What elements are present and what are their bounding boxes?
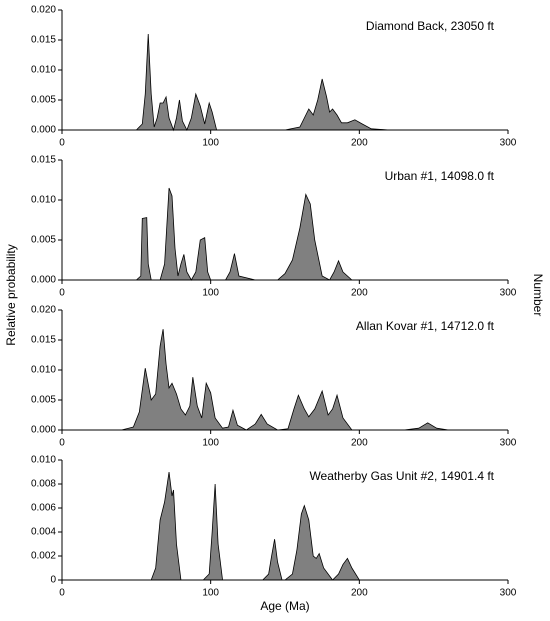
y-tick-label: 0.005 bbox=[31, 235, 56, 246]
y-tick-label: 0.015 bbox=[31, 155, 56, 166]
y-tick-label: 0.004 bbox=[31, 527, 56, 538]
y-tick-label: 0.005 bbox=[31, 95, 56, 106]
x-tick-label: 300 bbox=[500, 288, 517, 299]
density-area bbox=[62, 471, 508, 581]
y-tick-label: 0.008 bbox=[31, 479, 56, 490]
y-tick-label: 0.010 bbox=[31, 365, 56, 376]
y-tick-label: 0.010 bbox=[31, 65, 56, 76]
x-tick-label: 0 bbox=[59, 288, 65, 299]
y-tick-label: 0.000 bbox=[31, 125, 56, 136]
x-axis-label: Age (Ma) bbox=[260, 599, 309, 613]
y-tick-label: 0.005 bbox=[31, 395, 56, 406]
x-tick-label: 100 bbox=[202, 438, 219, 449]
density-area bbox=[62, 33, 508, 132]
x-tick-label: 0 bbox=[59, 588, 65, 599]
y-tick-label: 0.010 bbox=[31, 195, 56, 206]
x-tick-label: 0 bbox=[59, 138, 65, 149]
density-area bbox=[62, 329, 508, 431]
x-tick-label: 100 bbox=[202, 588, 219, 599]
y-tick-label: 0.015 bbox=[31, 335, 56, 346]
y-tick-label: 0.002 bbox=[31, 551, 56, 562]
x-tick-label: 0 bbox=[59, 438, 65, 449]
y-axis-label: Relative probability bbox=[4, 244, 18, 345]
panel-title: Allan Kovar #1, 14712.0 ft bbox=[356, 319, 495, 333]
y-tick-label: 0.000 bbox=[31, 425, 56, 436]
x-tick-label: 200 bbox=[351, 588, 368, 599]
y-tick-label: 0 bbox=[50, 575, 56, 586]
x-tick-label: 300 bbox=[500, 438, 517, 449]
density-area bbox=[62, 187, 508, 281]
y-tick-label: 0.006 bbox=[31, 503, 56, 514]
x-tick-label: 200 bbox=[351, 438, 368, 449]
y-tick-label: 0.015 bbox=[31, 35, 56, 46]
y2-axis-label: Number bbox=[531, 274, 545, 317]
panel-title: Diamond Back, 23050 ft bbox=[366, 19, 495, 33]
y-tick-label: 0.020 bbox=[31, 5, 56, 16]
panel-title: Weatherby Gas Unit #2, 14901.4 ft bbox=[309, 469, 494, 483]
x-tick-label: 200 bbox=[351, 138, 368, 149]
y-tick-label: 0.010 bbox=[31, 455, 56, 466]
x-tick-label: 100 bbox=[202, 288, 219, 299]
panel-title: Urban #1, 14098.0 ft bbox=[385, 169, 495, 183]
y-tick-label: 0.000 bbox=[31, 275, 56, 286]
x-tick-label: 100 bbox=[202, 138, 219, 149]
x-tick-label: 200 bbox=[351, 288, 368, 299]
x-tick-label: 300 bbox=[500, 588, 517, 599]
y-tick-label: 0.020 bbox=[31, 305, 56, 316]
x-tick-label: 300 bbox=[500, 138, 517, 149]
